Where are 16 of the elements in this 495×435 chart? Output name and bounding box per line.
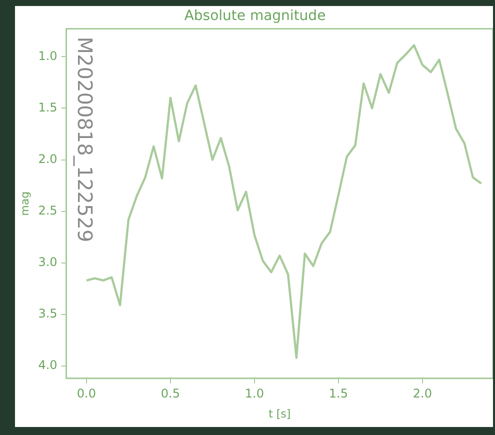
x-tick-label: 0.5	[160, 386, 180, 401]
y-tick-label: 2.5	[38, 203, 58, 218]
annotation: M20200818_122529	[73, 36, 98, 242]
chart-title: Absolute magnitude	[184, 8, 326, 24]
x-tick-label: 1.0	[244, 386, 264, 401]
y-axis-title: mag	[18, 191, 32, 216]
x-axis-title: t [s]	[268, 407, 291, 420]
y-tick-label: 1.5	[38, 100, 58, 114]
x-tick-label: 1.5	[328, 386, 348, 401]
y-tick-label: 2.0	[38, 152, 58, 166]
y-tick-label: 1.0	[38, 48, 58, 63]
x-tick-label: 2.0	[412, 386, 432, 401]
y-tick-label: 3.0	[38, 255, 58, 270]
y-tick-label: 4.0	[38, 358, 58, 372]
x-tick-label: 0.0	[76, 386, 96, 401]
y-tick-label: 3.5	[38, 306, 58, 321]
